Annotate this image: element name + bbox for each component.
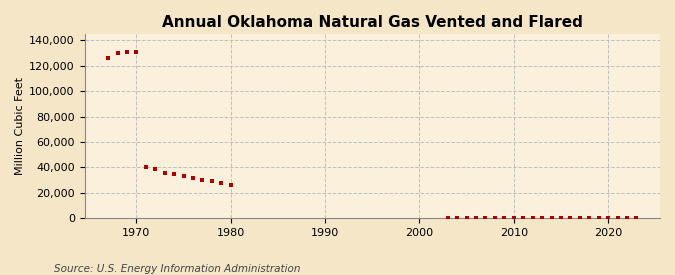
Point	[537, 215, 547, 220]
Point	[188, 176, 198, 180]
Point	[527, 215, 538, 220]
Point	[556, 215, 566, 220]
Point	[603, 215, 614, 220]
Point	[574, 215, 585, 220]
Point	[622, 215, 632, 220]
Point	[565, 215, 576, 220]
Point	[546, 215, 557, 220]
Point	[150, 167, 161, 172]
Point	[131, 50, 142, 54]
Point	[461, 215, 472, 220]
Point	[140, 165, 151, 170]
Point	[480, 215, 491, 220]
Point	[112, 51, 123, 55]
Point	[452, 215, 462, 220]
Point	[207, 179, 217, 184]
Point	[178, 174, 189, 178]
Point	[489, 215, 500, 220]
Point	[593, 215, 604, 220]
Title: Annual Oklahoma Natural Gas Vented and Flared: Annual Oklahoma Natural Gas Vented and F…	[162, 15, 583, 30]
Point	[225, 183, 236, 188]
Point	[122, 50, 132, 54]
Point	[103, 56, 113, 60]
Point	[612, 215, 623, 220]
Point	[518, 215, 529, 220]
Point	[508, 215, 519, 220]
Point	[159, 170, 170, 175]
Point	[169, 172, 180, 177]
Point	[584, 215, 595, 220]
Text: Source: U.S. Energy Information Administration: Source: U.S. Energy Information Administ…	[54, 264, 300, 274]
Y-axis label: Million Cubic Feet: Million Cubic Feet	[15, 77, 25, 175]
Point	[470, 215, 481, 220]
Point	[216, 181, 227, 186]
Point	[631, 215, 642, 220]
Point	[442, 215, 453, 220]
Point	[197, 178, 208, 182]
Point	[499, 215, 510, 220]
